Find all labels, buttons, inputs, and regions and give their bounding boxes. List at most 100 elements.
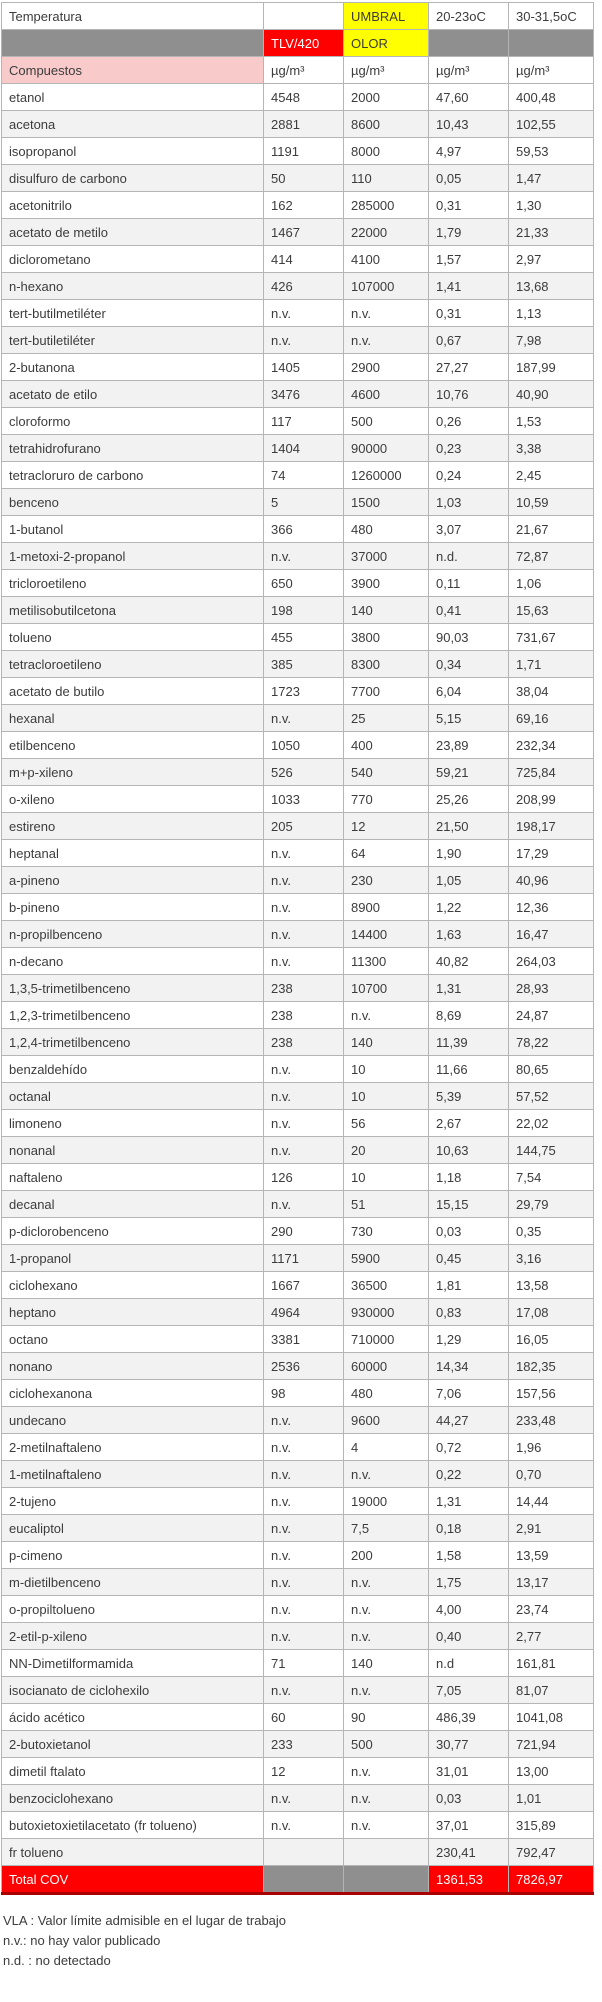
conc-30-31-value: 3,38 [508,434,594,462]
tlv-value: 126 [263,1163,344,1191]
unit-label: µg/m³ [428,56,509,84]
conc-30-31-value: 13,59 [508,1541,594,1569]
umbral-olor-value: 25 [343,704,429,732]
compound-name: n-hexano [1,272,264,300]
umbral-olor-value: 8900 [343,893,429,921]
compound-name: o-propiltolueno [1,1595,264,1623]
conc-20-23-value: 0,83 [428,1298,509,1326]
tlv-value: 1667 [263,1271,344,1299]
compound-name: 1-metilnaftaleno [1,1460,264,1488]
compound-name: tetracloroetileno [1,650,264,678]
umbral-olor-value: 4100 [343,245,429,273]
table-row: octanal n.v. 10 5,39 57,52 [1,1082,594,1110]
compound-name: b-pineno [1,893,264,921]
table-row: b-pineno n.v. 8900 1,22 12,36 [1,893,594,921]
conc-20-23-value: 1,18 [428,1163,509,1191]
conc-20-23-value: 1,05 [428,866,509,894]
compound-name: n-propilbenceno [1,920,264,948]
conc-20-23-value: 1,41 [428,272,509,300]
conc-20-23-value: 44,27 [428,1406,509,1434]
tlv-value: n.v. [263,704,344,732]
tlv-value: 198 [263,596,344,624]
table-row: tolueno 455 3800 90,03 731,67 [1,623,594,651]
table-row: nonano 2536 60000 14,34 182,35 [1,1352,594,1380]
conc-20-23-value: n.d. [428,542,509,570]
table-row: undecano n.v. 9600 44,27 233,48 [1,1406,594,1434]
conc-20-23-value: 25,26 [428,785,509,813]
compound-name: tricloroetileno [1,569,264,597]
table-row: isocianato de ciclohexilo n.v. n.v. 7,05… [1,1676,594,1704]
tlv-value: 290 [263,1217,344,1245]
table-row: nonanal n.v. 20 10,63 144,75 [1,1136,594,1164]
conc-20-23-value: 4,00 [428,1595,509,1623]
conc-30-31-value: 721,94 [508,1730,594,1758]
umbral-olor-value: 500 [343,1730,429,1758]
table-row: 1,2,4-trimetilbenceno 238 140 11,39 78,2… [1,1028,594,1056]
conc-30-31-value: 1,06 [508,569,594,597]
conc-20-23-value: 1,03 [428,488,509,516]
umbral-olor-value: 930000 [343,1298,429,1326]
table-row: hexanal n.v. 25 5,15 69,16 [1,704,594,732]
compound-rows: etanol 4548 2000 47,60 400,48 acetona 28… [1,83,594,1866]
tlv-value: 162 [263,191,344,219]
compound-name: 1,2,4-trimetilbenceno [1,1028,264,1056]
compound-name: benceno [1,488,264,516]
header-row-temperatura: Temperatura UMBRAL 20-23oC 30-31,5oC [1,2,594,30]
unit-label: µg/m³ [508,56,594,84]
conc-20-23-value: 1,29 [428,1325,509,1353]
conc-30-31-value: 792,47 [508,1838,594,1866]
compound-name: ácido acético [1,1703,264,1731]
conc-30-31-value: 102,55 [508,110,594,138]
conc-20-23-value: 3,07 [428,515,509,543]
compound-name: ciclohexano [1,1271,264,1299]
compound-name: nonano [1,1352,264,1380]
compound-name: benzaldehído [1,1055,264,1083]
tlv-value: 60 [263,1703,344,1731]
conc-20-23-value: 15,15 [428,1190,509,1218]
umbral-olor-value: 8300 [343,650,429,678]
table-row: disulfuro de carbono 50 110 0,05 1,47 [1,164,594,192]
tlv-value: 366 [263,515,344,543]
tlv-value: 12 [263,1757,344,1785]
conc-20-23-value: 40,82 [428,947,509,975]
compound-name: butoxietoxietilacetato (fr tolueno) [1,1811,264,1839]
umbral-olor-value: n.v. [343,1676,429,1704]
conc-20-23-value: 0,11 [428,569,509,597]
conc-20-23-value: 14,34 [428,1352,509,1380]
compound-name: a-pineno [1,866,264,894]
table-row: acetato de metilo 1467 22000 1,79 21,33 [1,218,594,246]
tlv-label: TLV/420 [263,29,344,57]
table-row: 2-tujeno n.v. 19000 1,31 14,44 [1,1487,594,1515]
conc-20-23-value: 0,03 [428,1217,509,1245]
compound-name: 2-butanona [1,353,264,381]
umbral-label: UMBRAL [343,2,429,30]
compound-name: acetonitrilo [1,191,264,219]
umbral-olor-value: 8600 [343,110,429,138]
compound-name: isocianato de ciclohexilo [1,1676,264,1704]
table-row: tetrahidrofurano 1404 90000 0,23 3,38 [1,434,594,462]
tlv-value: n.v. [263,1676,344,1704]
umbral-olor-value: 1260000 [343,461,429,489]
tlv-value: n.v. [263,1136,344,1164]
compound-name: fr tolueno [1,1838,264,1866]
table-row: dimetil ftalato 12 n.v. 31,01 13,00 [1,1757,594,1785]
table-row: benzaldehído n.v. 10 11,66 80,65 [1,1055,594,1083]
tlv-value: 4548 [263,83,344,111]
tlv-value: n.v. [263,1487,344,1515]
umbral-olor-value: 12 [343,812,429,840]
conc-20-23-value: 1,31 [428,1487,509,1515]
tlv-value: 98 [263,1379,344,1407]
header-row-tlv-olor: TLV/420 OLOR [1,29,594,57]
tlv-value: 117 [263,407,344,435]
conc-20-23-value: 486,39 [428,1703,509,1731]
gray-spacer-cell [343,1865,429,1894]
conc-30-31-value: 315,89 [508,1811,594,1839]
tlv-value: 205 [263,812,344,840]
conc-20-23-value: 8,69 [428,1001,509,1029]
tlv-value: 3476 [263,380,344,408]
umbral-olor-value: 400 [343,731,429,759]
compound-name: estireno [1,812,264,840]
conc-30-31-value: 2,77 [508,1622,594,1650]
tlv-value: n.v. [263,299,344,327]
tlv-value: n.v. [263,893,344,921]
